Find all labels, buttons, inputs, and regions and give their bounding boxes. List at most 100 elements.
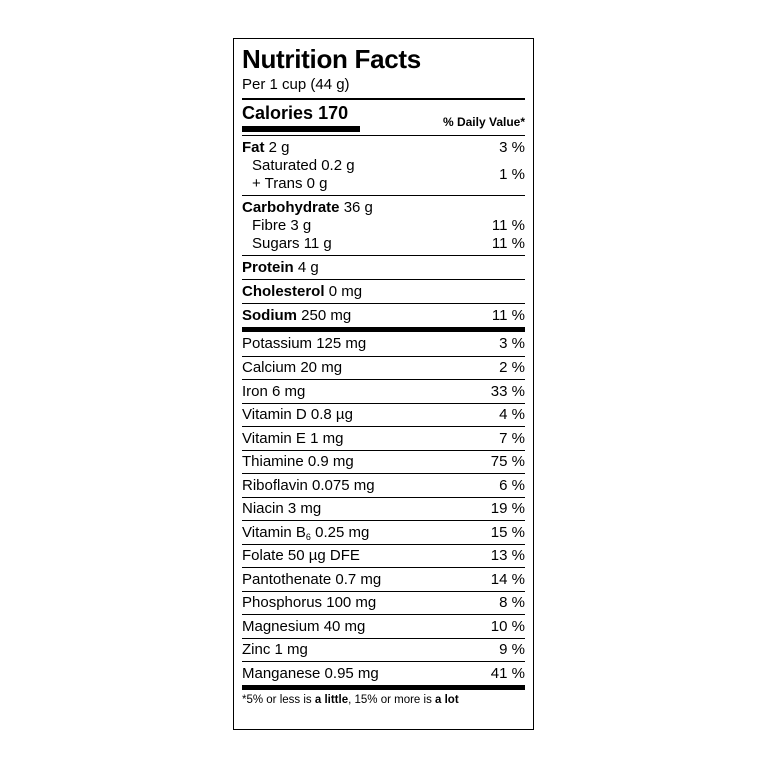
iron-label: Iron 6 mg [242,382,306,400]
zinc-dv: 9 % [499,641,525,659]
fibre-label: Fibre 3 g [252,217,312,234]
fat-sub-dv: 1 % [499,166,525,183]
manganese-dv: 41 % [490,664,525,682]
cholesterol-row: Cholesterol 0 mg [242,283,525,301]
protein-label: Protein [242,259,294,276]
vitamin-e-label: Vitamin E 1 mg [242,429,344,447]
thiamine-label: Thiamine 0.9 mg [242,453,354,471]
micronutrient-row: Vitamin E 1 mg 7 % [242,426,525,450]
saturated-fat: Saturated 0.2 g [252,157,355,174]
riboflavin-label: Riboflavin 0.075 mg [242,476,375,494]
carbohydrate-label: Carbohydrate [242,199,340,216]
phosphorus-label: Phosphorus 100 mg [242,594,377,612]
sodium-group: Sodium 250 mg 11 % [242,304,525,327]
niacin-label: Niacin 3 mg [242,500,322,518]
pantothenate-label: Pantothenate 0.7 mg [242,570,382,588]
vitamin-d-label: Vitamin D 0.8 µg [242,406,353,424]
carbohydrate-amount: 36 g [343,199,373,216]
sodium-row: Sodium 250 mg 11 % [242,307,525,325]
sugars-dv: 11 % [491,235,525,252]
vitamin-b6-subscript: 6 [305,531,311,542]
protein-amount: 4 g [297,259,319,276]
vitamin-b6-label: Vitamin B6 0.25 mg [242,523,370,542]
niacin-dv: 19 % [490,500,525,518]
micronutrient-row: Vitamin B6 0.25 mg 15 % [242,520,525,544]
carbohydrate-row: Carbohydrate 36 g [242,199,525,217]
divider [242,98,525,100]
micronutrient-row: Potassium 125 mg 3 % [242,332,525,356]
protein-group: Protein 4 g [242,256,525,279]
magnesium-label: Magnesium 40 mg [242,617,366,635]
cholesterol-amount: 0 mg [328,283,363,300]
serving-size: Per 1 cup (44 g) [242,76,350,93]
thick-divider [242,684,525,690]
micronutrient-row: Magnesium 40 mg 10 % [242,614,525,638]
micronutrient-row: Thiamine 0.9 mg 75 % [242,449,525,474]
fat-row: Fat 2 g 3 % [242,139,525,157]
cholesterol-group: Cholesterol 0 mg [242,280,525,303]
footnote: *5% or less is a little, 15% or more is … [242,690,525,708]
footnote-part2: , 15% or more is [348,693,436,706]
zinc-label: Zinc 1 mg [242,641,308,659]
micronutrient-row: Zinc 1 mg 9 % [242,637,525,662]
label-title: Nutrition Facts [242,44,421,74]
micronutrient-row: Niacin 3 mg 19 % [242,496,525,521]
nutrition-facts-label: Nutrition Facts Per 1 cup (44 g) Calorie… [233,38,534,730]
footnote-lot: a lot [435,693,459,706]
micronutrient-row: Pantothenate 0.7 mg 14 % [242,567,525,591]
sodium-amount: 250 mg [301,307,352,324]
calories-label: Calories [242,103,314,123]
footnote-little: a little [314,693,349,706]
manganese-label: Manganese 0.95 mg [242,664,379,682]
vitamin-d-dv: 4 % [499,406,525,424]
fat-group: Fat 2 g 3 % Saturated 0.2 g + Trans 0 g … [242,136,525,195]
carbohydrate-group: Carbohydrate 36 g Fibre 3 g 11 % Sugars … [242,196,525,255]
fat-sub-row: Saturated 0.2 g + Trans 0 g 1 % [242,157,525,193]
footnote-part1: *5% or less is [242,693,315,706]
fibre-dv: 11 % [491,217,525,234]
micronutrient-row: Manganese 0.95 mg 41 % [242,661,525,685]
divider [242,135,525,136]
potassium-label: Potassium 125 mg [242,335,367,353]
folate-label: Folate 50 µg DFE [242,547,360,565]
micronutrient-row: Vitamin D 0.8 µg 4 % [242,402,525,427]
potassium-dv: 3 % [499,335,525,353]
protein-row: Protein 4 g [242,259,525,277]
calcium-dv: 2 % [499,359,525,377]
fat-label: Fat [242,139,265,156]
thiamine-dv: 75 % [490,453,525,471]
micronutrient-row: Iron 6 mg 33 % [242,379,525,403]
calories-underline [242,126,360,132]
calcium-label: Calcium 20 mg [242,359,343,377]
micronutrient-row: Folate 50 µg DFE 13 % [242,543,525,568]
sodium-dv: 11 % [491,307,525,324]
divider [242,195,525,196]
divider [242,255,525,256]
folate-dv: 13 % [490,547,525,565]
sugars-label: Sugars 11 g [252,235,332,252]
magnesium-dv: 10 % [490,617,525,635]
vitamin-b6-label-pre: Vitamin B [242,523,306,541]
calories: Calories 170 [242,103,348,123]
vitamin-b6-dv: 15 % [490,523,525,541]
daily-value-header: % Daily Value* [442,115,525,129]
divider [242,279,525,280]
phosphorus-dv: 8 % [499,594,525,612]
fat-dv: 3 % [499,139,525,156]
pantothenate-dv: 14 % [490,570,525,588]
micronutrient-row: Calcium 20 mg 2 % [242,355,525,380]
trans-fat: + Trans 0 g [252,175,328,192]
iron-dv: 33 % [490,382,525,400]
cholesterol-label: Cholesterol [242,283,325,300]
vitamin-b6-label-post: 0.25 mg [310,523,370,541]
fibre-row: Fibre 3 g 11 % [242,217,525,235]
thick-divider [242,327,525,332]
divider [242,303,525,304]
micronutrient-row: Riboflavin 0.075 mg 6 % [242,473,525,497]
sugars-row: Sugars 11 g 11 % [242,235,525,253]
micronutrient-list: Potassium 125 mg 3 % Calcium 20 mg 2 % Iro… [242,332,525,685]
fat-amount: 2 g [268,139,290,156]
riboflavin-dv: 6 % [499,476,525,494]
calories-row: Calories 170 % Daily Value* [242,100,525,132]
calories-value: 170 [318,103,349,123]
